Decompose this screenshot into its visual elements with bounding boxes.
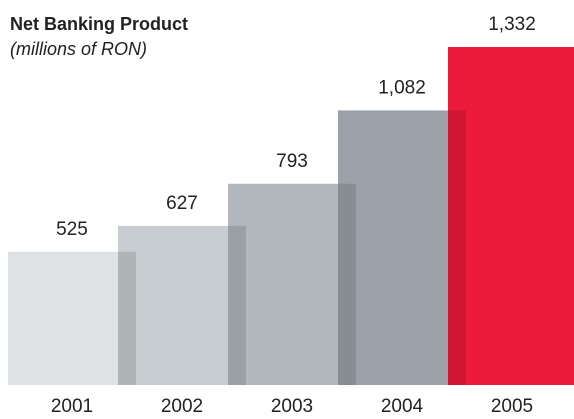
bar-overlap <box>118 251 136 385</box>
chart-title: Net Banking Product <box>10 14 188 34</box>
bar-overlap <box>228 225 246 385</box>
chart-subtitle: (millions of RON) <box>10 39 147 59</box>
value-label: 627 <box>166 193 198 214</box>
value-label: 525 <box>56 219 88 240</box>
x-tick-label: 2001 <box>51 396 93 417</box>
bar <box>338 110 466 385</box>
x-tick-label: 2002 <box>161 396 203 417</box>
x-tick-label: 2003 <box>271 396 313 417</box>
bar <box>8 251 136 385</box>
x-tick-label: 2005 <box>491 396 533 417</box>
value-label: 1,082 <box>378 77 426 98</box>
x-tick-label: 2004 <box>381 396 424 417</box>
bar <box>448 47 574 385</box>
bar <box>118 225 246 385</box>
value-label: 1,332 <box>488 14 536 35</box>
bar <box>228 183 356 385</box>
value-label: 793 <box>276 151 308 172</box>
bar-overlap <box>448 110 466 385</box>
bar-overlap <box>338 183 356 385</box>
